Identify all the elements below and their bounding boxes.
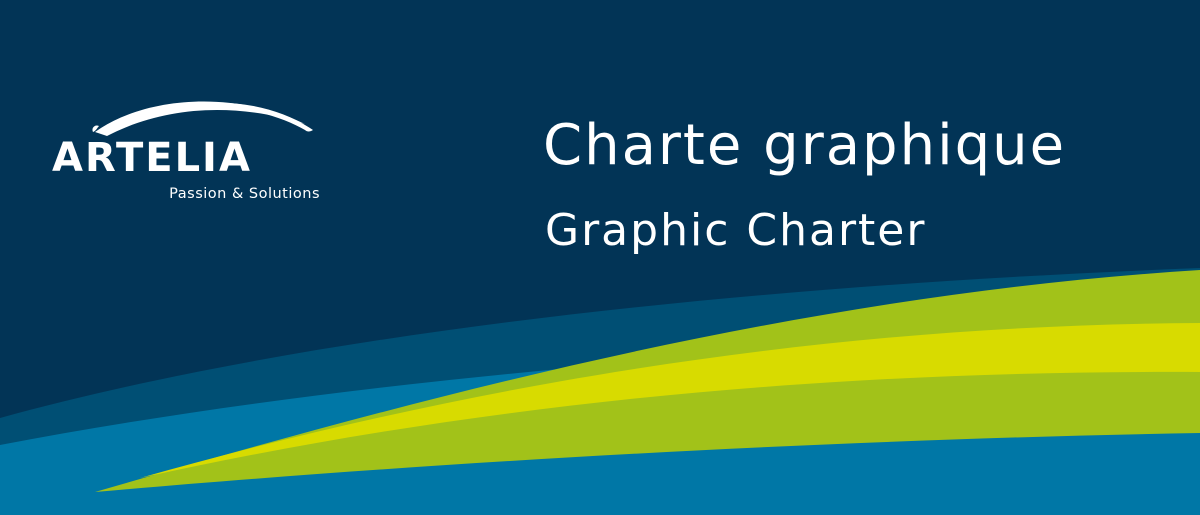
- wave-band-yellow: [140, 323, 1200, 478]
- page-subtitle: Graphic Charter: [545, 205, 927, 256]
- logo-tagline: Passion & Solutions: [169, 186, 320, 202]
- artelia-logo[interactable]: ARTELIA Passion & Solutions: [40, 88, 340, 218]
- arc-swoosh-icon: [92, 101, 313, 136]
- logo-wordmark: ARTELIA: [52, 135, 252, 181]
- page-title: Charte graphique: [543, 113, 1067, 178]
